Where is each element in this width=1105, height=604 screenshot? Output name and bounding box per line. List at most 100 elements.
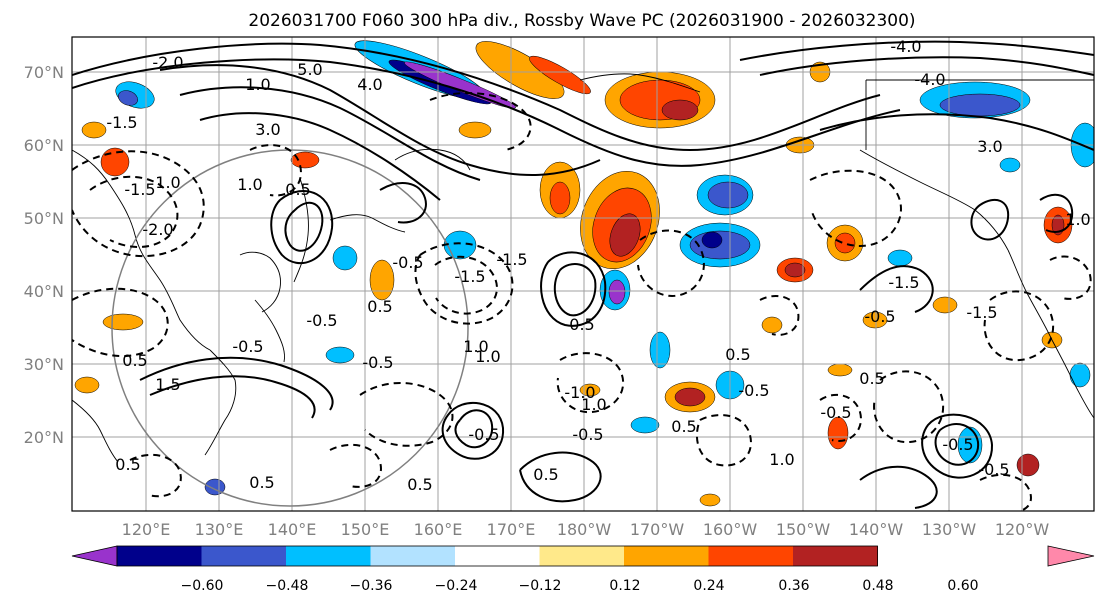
contour-positive-6 (759, 56, 1094, 76)
colorbar-segment-9 (793, 546, 878, 566)
coastlines (72, 73, 1094, 463)
lon-tick-160w: 160°W (703, 520, 758, 539)
contour-label-25: -0.5 (468, 425, 499, 444)
contour-label-8: -1.5 (106, 113, 137, 132)
contour-positive-3 (179, 86, 481, 181)
contour-negative-15 (429, 92, 532, 151)
contour-negative-3 (414, 242, 514, 325)
shaded-region-4 (475, 41, 565, 99)
contour-negative-14 (329, 443, 382, 488)
contour-label-38: -0.5 (864, 307, 895, 326)
colorbar-outline (116, 545, 878, 567)
contour-positive-5 (739, 40, 1094, 61)
contour-label-29: -0.5 (820, 403, 851, 422)
shaded-region-43 (332, 245, 358, 271)
contour-negative-6 (637, 229, 705, 297)
contour-label-45: 1.0 (1065, 210, 1090, 229)
lat-tick-40n: 40°N (24, 282, 64, 301)
colorbar-label-0: −0.60 (181, 578, 224, 594)
shaded-region-36 (102, 313, 144, 331)
contour-positive-0 (72, 42, 881, 152)
contour-label-19: 1.0 (475, 347, 500, 366)
contour-positive-7 (819, 113, 1094, 151)
contour-positive-8 (553, 263, 597, 317)
colorbar-label-2: −0.36 (350, 578, 393, 594)
contour-label-17: 1.0 (463, 337, 488, 356)
contour-label-21: -0.5 (362, 353, 393, 372)
lon-tick-120e: 120°E (122, 520, 171, 539)
colorbar-segment-7 (624, 546, 709, 566)
colorbar: −0.60 −0.48 −0.36 −0.24 −0.12 0.12 0.24 … (71, 545, 1095, 594)
contour-label-30: -0.5 (738, 381, 769, 400)
contour-label-13: 0.5 (367, 297, 392, 316)
shaded-region-11 (609, 213, 641, 257)
shaded-region-34 (100, 147, 130, 177)
shaded-region-48 (862, 311, 888, 329)
contour-negative-0 (72, 150, 205, 258)
shaded-region-37 (74, 376, 100, 394)
shaded-region-1 (118, 90, 138, 106)
contour-negative-5 (359, 382, 454, 447)
contour-label-24: -0.5 (572, 425, 603, 444)
lon-tick-150e: 150°E (341, 520, 390, 539)
contour-label-42: 1.5 (155, 375, 180, 394)
lon-tick-170e: 170°E (487, 520, 536, 539)
shaded-region-44 (369, 259, 395, 301)
contour-label-22: 0.5 (407, 475, 432, 494)
contour-negative-17 (129, 453, 182, 498)
lat-tick-30n: 30°N (24, 355, 64, 374)
colorbar-segment-5 (455, 546, 540, 566)
lon-tick-180w: 180°W (557, 520, 612, 539)
contour-negative-13 (695, 414, 752, 467)
contour-label-41: -0.5 (942, 435, 973, 454)
shaded-region-31 (649, 331, 671, 369)
lat-tick-50n: 50°N (24, 209, 64, 228)
contour-label-35: 0.5 (859, 369, 884, 388)
contour-negative-4 (434, 255, 498, 315)
contour-label-34: 3.0 (977, 137, 1002, 156)
lon-tick-120w: 120°W (995, 520, 1050, 539)
lon-tick-170w: 170°W (630, 520, 685, 539)
contour-negative-12 (249, 144, 302, 197)
contour-positive-1 (72, 58, 901, 167)
lon-tick-140w: 140°W (849, 520, 904, 539)
contour-negative-8 (983, 290, 1055, 362)
shaded-region-20 (608, 279, 626, 305)
contour-label-20: 0.5 (249, 473, 274, 492)
contour-positive-23 (859, 465, 938, 509)
contour-label-5: -1.5 (124, 180, 155, 199)
colorbar-segments (71, 545, 1095, 567)
lon-tick-150w: 150°W (776, 520, 831, 539)
contour-label-14: -1.5 (454, 267, 485, 286)
shaded-region-22 (939, 93, 1021, 117)
contour-positive-17 (149, 375, 316, 419)
contour-label-44: 0.5 (115, 455, 140, 474)
contour-label-31: 0.5 (725, 345, 750, 364)
shaded-region-52 (699, 493, 721, 507)
shaded-region-33 (1051, 214, 1065, 236)
shaded-region-55 (761, 316, 783, 334)
contour-label-9: 1.0 (155, 173, 180, 192)
colorbar-extend-high (1047, 545, 1095, 567)
shaded-region-45 (81, 121, 107, 139)
contour-label-39: -1.5 (966, 303, 997, 322)
divergence-shading (74, 40, 1094, 507)
contour-negative-7 (809, 169, 902, 247)
colorbar-extend-low (71, 545, 118, 567)
contour-positive-20 (859, 265, 934, 313)
shaded-region-58 (999, 157, 1021, 173)
shaded-region-47 (827, 363, 853, 377)
colorbar-segment-2 (201, 546, 287, 566)
shaded-region-5 (529, 55, 591, 95)
colorbar-label-9: 0.60 (947, 578, 978, 594)
shaded-region-49 (932, 296, 958, 314)
shaded-region-60 (579, 383, 601, 397)
contour-negative-9 (873, 370, 945, 444)
contour-label-7: 1.0 (237, 175, 262, 194)
lon-tick-140e: 140°E (268, 520, 317, 539)
contour-label-4: -2.0 (152, 53, 183, 72)
longitude-axis: 120°E 130°E 140°E 150°E 160°E 170°E 180°… (122, 520, 1050, 539)
contour-label-18: 0.5 (569, 315, 594, 334)
shaded-region-61 (404, 61, 516, 109)
